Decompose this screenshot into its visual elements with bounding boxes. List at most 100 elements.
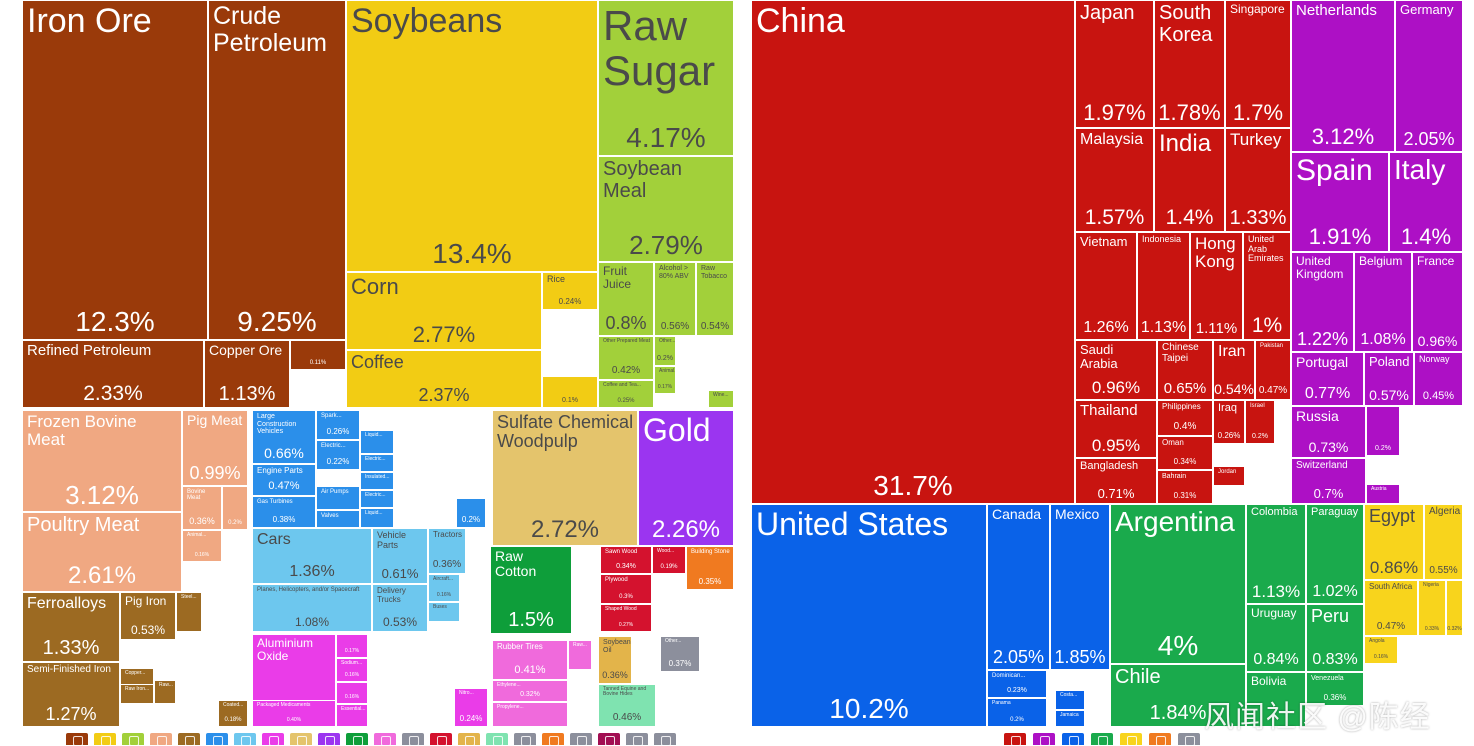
- tile-sodium[interactable]: Sodium... 0.16%: [336, 658, 368, 682]
- tile-austria[interactable]: Austria: [1366, 484, 1400, 504]
- tile-wood[interactable]: Wood... 0.19%: [652, 546, 686, 574]
- tile-singapore[interactable]: Singapore 1.7%: [1225, 0, 1291, 128]
- tile-soybean-oil[interactable]: Soybean Oil 0.36%: [598, 636, 632, 684]
- tile-china[interactable]: China 31.7%: [751, 0, 1075, 504]
- tile-animal[interactable]: Animal... 0.16%: [182, 530, 222, 562]
- tile-unlabeled[interactable]: 0.2%: [456, 498, 486, 528]
- tile-poultry-meat[interactable]: Poultry Meat 2.61%: [22, 512, 182, 592]
- tile-sawn-wood[interactable]: Sawn Wood 0.34%: [600, 546, 652, 574]
- tile-buses[interactable]: Buses: [428, 602, 460, 622]
- tile-iran[interactable]: Iran 0.54%: [1213, 340, 1255, 400]
- tile-paraguay[interactable]: Paraguay 1.02%: [1306, 504, 1364, 604]
- paper-icon[interactable]: [290, 733, 312, 746]
- transport-icon[interactable]: [234, 733, 256, 746]
- oceania-icon[interactable]: [1149, 733, 1171, 746]
- tile-bangladesh[interactable]: Bangladesh 0.71%: [1075, 458, 1157, 504]
- tile-other[interactable]: Other... 0.2%: [654, 336, 676, 366]
- tile-hong-kong[interactable]: Hong Kong 1.11%: [1190, 232, 1243, 340]
- tile-tanned-equine-and-bovine-hides[interactable]: Tanned Equine and Bovine Hides 0.46%: [598, 684, 656, 727]
- tile-uruguay[interactable]: Uruguay 0.84%: [1246, 604, 1306, 672]
- stone-icon[interactable]: [402, 733, 424, 746]
- tile-iraq[interactable]: Iraq 0.26%: [1213, 400, 1245, 444]
- tile-netherlands[interactable]: Netherlands 3.12%: [1291, 0, 1395, 152]
- tile-electric[interactable]: Electric...: [360, 454, 394, 472]
- tile-bovine-meat[interactable]: Bovine Meat 0.36%: [182, 486, 222, 530]
- animal-icon[interactable]: [150, 733, 172, 746]
- africa-icon[interactable]: [1120, 733, 1142, 746]
- precious-icon[interactable]: [318, 733, 340, 746]
- tile-raw-tobacco[interactable]: Raw Tobacco 0.54%: [696, 262, 734, 336]
- tile-engine-parts[interactable]: Engine Parts 0.47%: [252, 464, 316, 496]
- plastic-icon[interactable]: [374, 733, 396, 746]
- tile-united-arab-emirates[interactable]: United Arab Emirates 1%: [1243, 232, 1291, 340]
- tile-japan[interactable]: Japan 1.97%: [1075, 0, 1154, 128]
- tile-plywood[interactable]: Plywood 0.3%: [600, 574, 652, 604]
- tile-saudi-arabia[interactable]: Saudi Arabia 0.96%: [1075, 340, 1157, 400]
- tile-soybean-meal[interactable]: Soybean Meal 2.79%: [598, 156, 734, 262]
- tile-canada[interactable]: Canada 2.05%: [987, 504, 1050, 670]
- asia-icon[interactable]: [1004, 733, 1026, 746]
- tile-unlabeled[interactable]: 0.2%: [222, 486, 248, 530]
- tile-large-construction-vehicles[interactable]: Large Construction Vehicles 0.66%: [252, 410, 316, 464]
- tile-unlabeled[interactable]: 0.32%: [1446, 580, 1463, 636]
- tile-oman[interactable]: Oman 0.34%: [1157, 436, 1213, 470]
- tile-crude-petroleum[interactable]: Crude Petroleum 9.25%: [208, 0, 346, 340]
- wood-icon[interactable]: [430, 733, 452, 746]
- tile-soybeans[interactable]: Soybeans 13.4%: [346, 0, 598, 272]
- tile-chinese-taipei[interactable]: Chinese Taipei 0.65%: [1157, 340, 1213, 400]
- tile-israel[interactable]: Israel 0.2%: [1245, 400, 1275, 444]
- tile-pig-iron[interactable]: Pig Iron 0.53%: [120, 592, 176, 640]
- tile-air-pumps[interactable]: Air Pumps: [316, 486, 360, 510]
- tile-united-states[interactable]: United States 10.2%: [751, 504, 987, 727]
- tile-raw-iron[interactable]: Raw Iron...: [120, 684, 154, 704]
- tile-corn[interactable]: Corn 2.77%: [346, 272, 542, 350]
- tile-other[interactable]: Other... 0.37%: [660, 636, 700, 672]
- tile-argentina[interactable]: Argentina 4%: [1110, 504, 1246, 664]
- tile-unlabeled[interactable]: 0.11%: [290, 340, 346, 370]
- tile-rice[interactable]: Rice 0.24%: [542, 272, 598, 310]
- tile-russia[interactable]: Russia 0.73%: [1291, 406, 1366, 458]
- tile-angola[interactable]: Angola 0.16%: [1364, 636, 1398, 664]
- tile-spark[interactable]: Spark... 0.26%: [316, 410, 360, 440]
- tile-ethylene[interactable]: Ethylene... 0.32%: [492, 680, 568, 702]
- tile-coffee-and-tea[interactable]: Coffee and Tea... 0.25%: [598, 380, 654, 408]
- service-icon[interactable]: [654, 733, 676, 746]
- tile-spain[interactable]: Spain 1.91%: [1291, 152, 1389, 252]
- instrument-icon[interactable]: [626, 733, 648, 746]
- tile-unlabeled[interactable]: 0.17%: [336, 634, 368, 658]
- tile-other-prepared-meat[interactable]: Other Prepared Meat 0.42%: [598, 336, 654, 380]
- chemical-icon[interactable]: [262, 733, 284, 746]
- tile-belgium[interactable]: Belgium 1.08%: [1354, 252, 1412, 352]
- tile-delivery-trucks[interactable]: Delivery Trucks 0.53%: [372, 584, 428, 632]
- tile-frozen-bovine-meat[interactable]: Frozen Bovine Meat 3.12%: [22, 410, 182, 512]
- tile-poland[interactable]: Poland 0.57%: [1364, 352, 1414, 406]
- tile-raw-sugar[interactable]: Raw Sugar 4.17%: [598, 0, 734, 156]
- tile-packaged-medicaments[interactable]: Packaged Medicaments 0.40%: [252, 700, 336, 727]
- tile-south-africa[interactable]: South Africa 0.47%: [1364, 580, 1418, 636]
- tile-india[interactable]: India 1.4%: [1154, 128, 1225, 232]
- tile-animal[interactable]: Animal... 0.17%: [654, 366, 676, 394]
- tile-ferroalloys[interactable]: Ferroalloys 1.33%: [22, 592, 120, 662]
- tile-dominican[interactable]: Dominican... 0.23%: [987, 670, 1047, 698]
- foodstuff-icon[interactable]: [122, 733, 144, 746]
- vegetable-icon[interactable]: [94, 733, 116, 746]
- tile-shaped-wood[interactable]: Shaped Wood 0.27%: [600, 604, 652, 632]
- tile-raw[interactable]: Raw...: [154, 680, 176, 704]
- tile-pakistan[interactable]: Pakistan 0.47%: [1255, 340, 1291, 400]
- art-icon[interactable]: [598, 733, 620, 746]
- tile-bolivia[interactable]: Bolivia: [1246, 672, 1306, 727]
- tile-iron-ore[interactable]: Iron Ore 12.3%: [22, 0, 208, 340]
- footwear-icon[interactable]: [542, 733, 564, 746]
- tile-cars[interactable]: Cars 1.36%: [252, 528, 372, 584]
- misc-icon[interactable]: [514, 733, 536, 746]
- tile-philippines[interactable]: Philippines 0.4%: [1157, 400, 1213, 436]
- tile-alcohol-80-abv[interactable]: Alcohol > 80% ABV 0.56%: [654, 262, 696, 336]
- tile-switzerland[interactable]: Switzerland 0.7%: [1291, 458, 1366, 504]
- tile-nigeria[interactable]: Nigeria 0.33%: [1418, 580, 1446, 636]
- tile-nitro[interactable]: Nitro... 0.24%: [454, 688, 488, 727]
- tile-thailand[interactable]: Thailand 0.95%: [1075, 400, 1157, 458]
- tile-turkey[interactable]: Turkey 1.33%: [1225, 128, 1291, 232]
- tile-costa[interactable]: Costa...: [1055, 690, 1085, 710]
- tile-unlabeled[interactable]: 0.2%: [1366, 406, 1400, 456]
- other-icon[interactable]: [1178, 733, 1200, 746]
